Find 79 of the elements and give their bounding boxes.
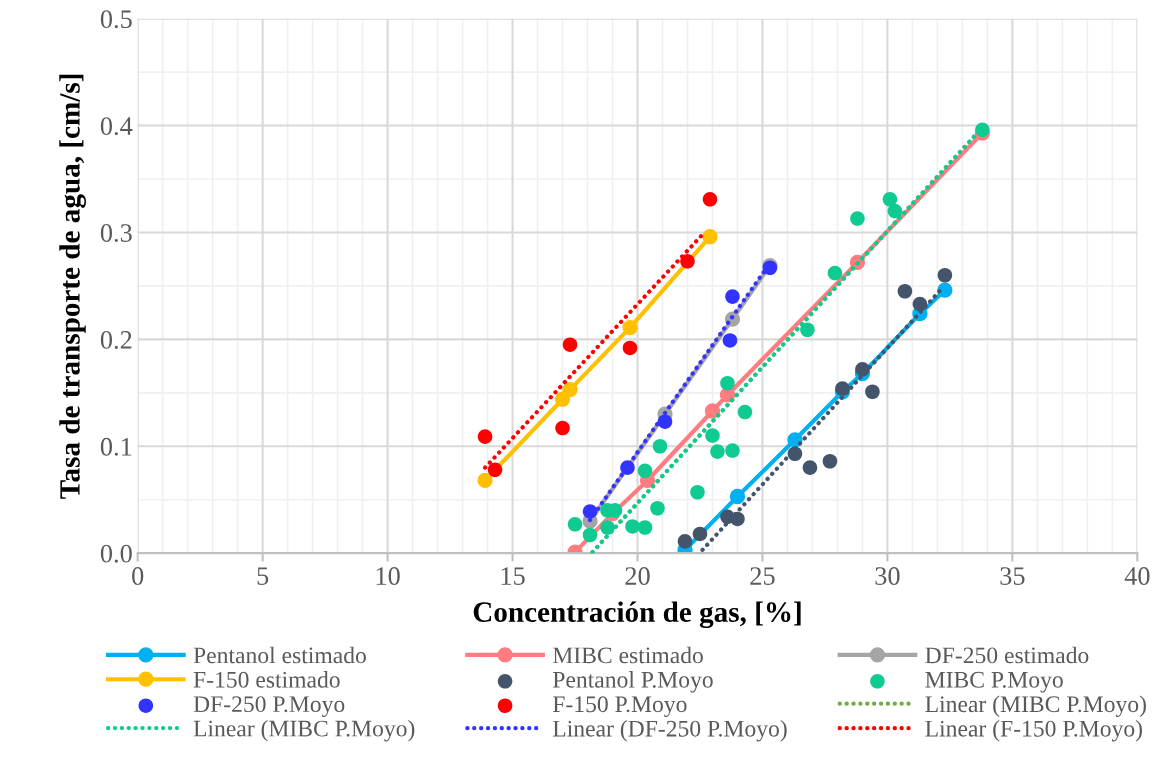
point: [937, 267, 953, 283]
point: [822, 453, 838, 469]
point: [702, 229, 718, 245]
y-axis-title: Tasa de transporte de agua, [cm/s]: [59, 74, 86, 499]
point: [705, 428, 720, 443]
point: [677, 534, 693, 549]
point: [680, 254, 695, 269]
point: [622, 319, 638, 336]
x-tick-label: 5: [257, 567, 269, 585]
point: [690, 484, 705, 500]
point: [637, 463, 653, 479]
point: [477, 472, 493, 489]
x-tick-label: 35: [1000, 567, 1025, 585]
point: [725, 289, 740, 304]
point: [657, 414, 673, 429]
point: [692, 526, 708, 542]
y-tick-label: 0.4: [100, 117, 133, 136]
legend-label: DF-250 P.Moyo: [193, 696, 345, 717]
x-axis-title: Concentración de gas, [%]: [473, 601, 801, 629]
y-tick-label: 0.2: [100, 330, 132, 349]
x-tick-label: 30: [875, 567, 900, 585]
legend-label: F-150 estimado: [193, 671, 340, 688]
point: [827, 265, 843, 281]
point: [600, 520, 615, 535]
point: [620, 460, 635, 475]
point: [487, 462, 503, 478]
point: [730, 511, 745, 527]
point: [912, 296, 928, 312]
y-tick-label: 0.0: [100, 544, 132, 563]
legend-label: Linear (MIBC P.Moyo): [193, 719, 415, 742]
point: [477, 429, 493, 444]
point: [704, 403, 721, 419]
y-tick-label: 0.1: [100, 437, 132, 456]
legend-label: DF-250 estimado: [925, 646, 1089, 664]
point: [622, 340, 638, 356]
point: [887, 203, 903, 219]
legend-label: Pentanol estimado: [193, 646, 366, 664]
point: [802, 460, 818, 475]
point: [865, 384, 880, 400]
point: [637, 520, 653, 535]
point: [882, 192, 898, 207]
point: [582, 527, 598, 543]
point: [855, 362, 870, 377]
x-tick-label: 10: [376, 567, 400, 585]
point: [562, 381, 578, 398]
legend-label: MIBC estimado: [552, 646, 703, 664]
point: [850, 211, 865, 226]
point: [562, 337, 578, 352]
point: [710, 444, 725, 459]
y-tick-label: 0.3: [100, 224, 132, 242]
x-tick-label: 15: [501, 567, 525, 585]
legend-label: F-150 P.Moyo: [552, 696, 687, 718]
point: [652, 438, 668, 454]
point: [702, 192, 718, 207]
point: [787, 446, 803, 462]
x-tick-label: 40: [1124, 567, 1150, 585]
point: [567, 517, 583, 532]
point: [897, 283, 913, 299]
legend-label: MIBC P.Moyo: [925, 671, 1063, 693]
point: [725, 443, 740, 458]
point: [582, 504, 598, 519]
point: [835, 381, 850, 396]
y-tick-label: 0.5: [100, 10, 132, 29]
legend-label: Linear (MIBC P.Moyo): [925, 695, 1146, 718]
point: [722, 333, 738, 348]
legend-label: Linear (DF-250 P.Moyo): [552, 720, 787, 742]
point: [625, 519, 640, 534]
legend-label: Pentanol P.Moyo: [552, 671, 713, 693]
point: [555, 420, 570, 436]
x-tick-label: 20: [625, 567, 650, 585]
x-tick-label: 25: [750, 567, 775, 585]
point: [650, 500, 665, 516]
point: [800, 322, 815, 338]
legend-label: Linear (F-150 P.Moyo): [925, 720, 1142, 742]
point: [737, 404, 753, 420]
point: [787, 432, 803, 448]
point: [720, 375, 735, 391]
x-tick-label: 0: [132, 567, 144, 585]
point: [729, 488, 746, 505]
